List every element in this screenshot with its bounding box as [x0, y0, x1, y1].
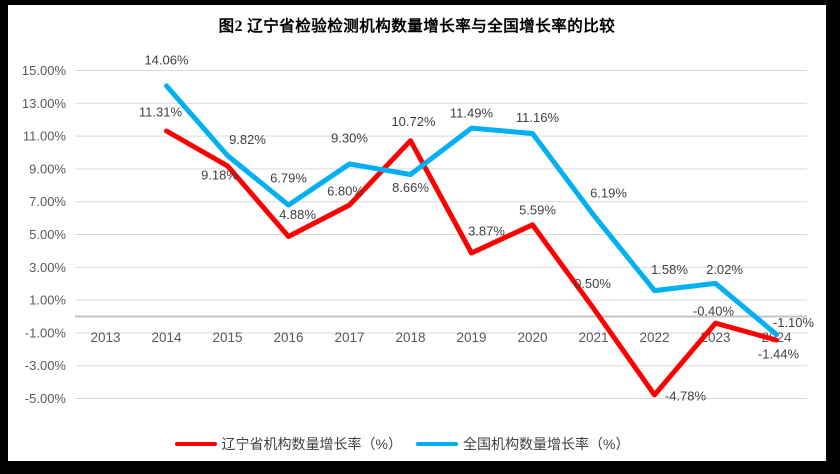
legend-label-liaoning: 辽宁省机构数量增长率（%）	[221, 436, 402, 452]
legend-item-national[interactable]: 全国机构数量增长率（%）	[416, 434, 629, 454]
legend-label-national: 全国机构数量增长率（%）	[463, 436, 630, 452]
legend-item-liaoning[interactable]: 辽宁省机构数量增长率（%）	[174, 434, 402, 454]
legend-marker-red-line	[174, 441, 217, 447]
chart-canvas: 图2 辽宁省检验检测机构数量增长率与全国增长率的比较 辽宁省机构数量增长率（%）…	[8, 5, 826, 461]
chart-legend: 辽宁省机构数量增长率（%） 全国机构数量增长率（%）	[8, 432, 796, 456]
legend-marker-blue-line	[416, 441, 458, 447]
chart-title: 图2 辽宁省检验检测机构数量增长率与全国增长率的比较	[218, 18, 616, 35]
